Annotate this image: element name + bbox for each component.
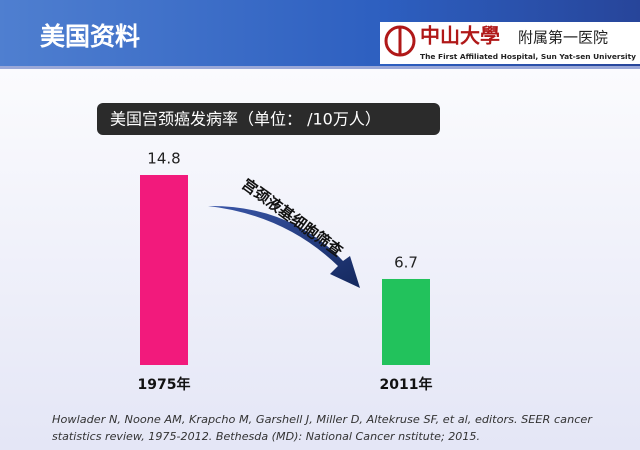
trend-arrow — [208, 205, 360, 288]
logo-box — [380, 22, 640, 64]
logo-unit: 附属第一医院 — [518, 29, 608, 47]
bar — [140, 175, 188, 365]
chart-title-box — [97, 103, 440, 135]
value-label: 14.8 — [147, 150, 180, 168]
x-tick-label: 2011年 — [380, 376, 433, 393]
value-label: 6.7 — [394, 253, 418, 271]
logo-english: The First Affiliated Hospital, Sun Yat-s… — [420, 53, 636, 61]
citation-line: statistics review, 1975-2012. Bethesda (… — [52, 431, 480, 443]
citation-line: Howlader N, Noone AM, Krapcho M, Garshel… — [52, 414, 593, 426]
bar — [382, 278, 430, 365]
logo-name: 中山大學 — [420, 24, 500, 48]
chart-title: 美国宫颈癌发病率（单位： /10万人） — [110, 110, 381, 129]
x-tick-label: 1975年 — [138, 376, 191, 393]
header-rule — [0, 66, 640, 69]
slide-heading: 美国资料 — [40, 22, 140, 51]
